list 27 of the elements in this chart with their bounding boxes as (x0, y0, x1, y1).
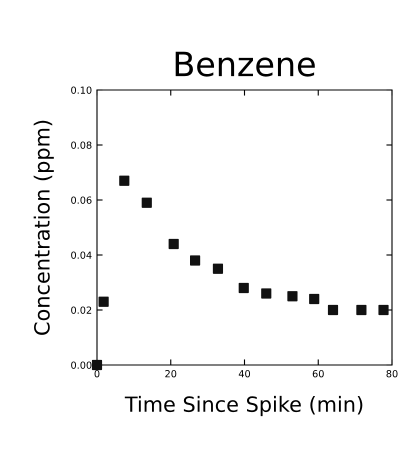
chart-title: Benzene (176, 52, 315, 77)
point (190, 255, 200, 266)
point (287, 291, 298, 302)
x-tick-label: 0 (94, 370, 100, 378)
y-tick-label: 0.06 (71, 196, 92, 204)
point (378, 304, 389, 316)
point (212, 264, 224, 274)
x-tick-label: 80 (386, 370, 398, 378)
point (142, 198, 152, 208)
point (309, 294, 320, 304)
x-tick-label: 20 (165, 370, 176, 378)
x-tick-label: 60 (312, 370, 324, 378)
y-axis-title: Concentration (ppm) (34, 120, 54, 335)
point (168, 238, 179, 250)
x-tick-label: 40 (238, 370, 250, 378)
y-tick-label: 0.00 (71, 361, 92, 369)
y-tick-label: 0.02 (71, 306, 92, 314)
y-tick-label: 0.10 (71, 86, 92, 94)
y-tick-label: 0.04 (71, 251, 92, 259)
y-tick-label: 0.08 (71, 141, 92, 149)
point (328, 304, 338, 316)
point (119, 176, 130, 186)
point (356, 304, 366, 316)
point (261, 288, 272, 299)
x-axis-title: Time Since Spike (min) (124, 396, 362, 416)
point (238, 282, 249, 294)
point (98, 296, 109, 307)
